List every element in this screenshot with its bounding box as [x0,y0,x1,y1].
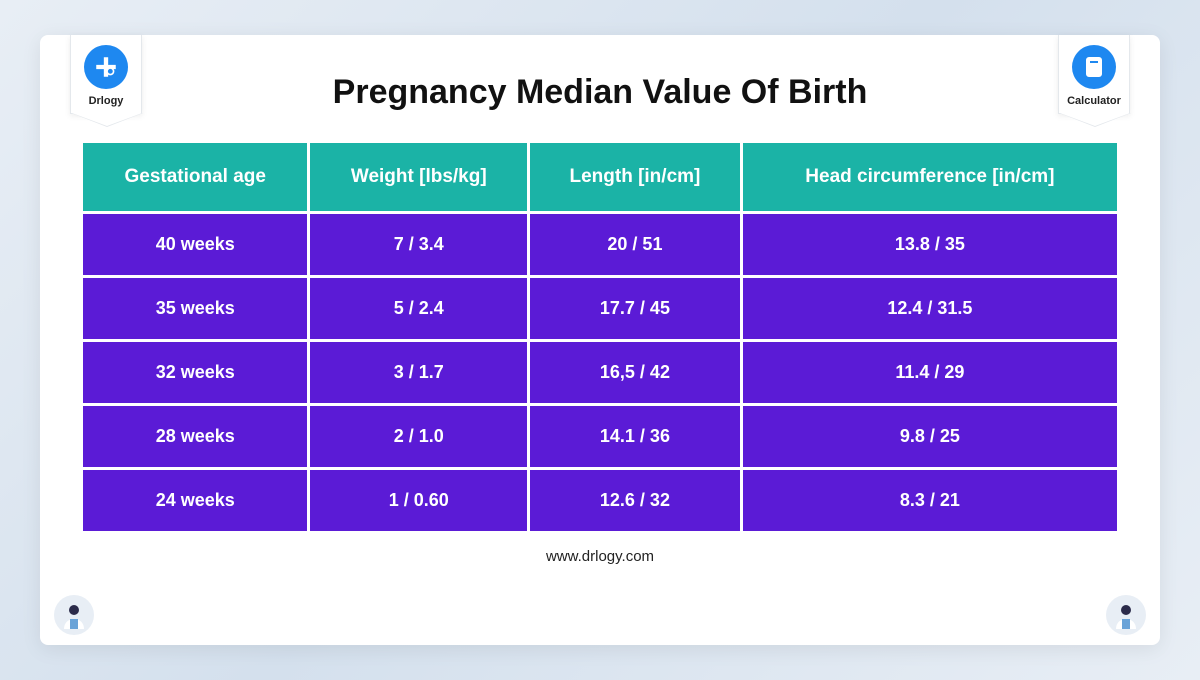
cell-gestational-age: 24 weeks [83,470,307,531]
brand-badge-right-label: Calculator [1063,95,1125,107]
table-row: 40 weeks 7 / 3.4 20 / 51 13.8 / 35 [83,214,1117,275]
page-title: Pregnancy Median Value Of Birth [80,73,1120,112]
cell-weight: 2 / 1.0 [310,406,527,467]
avatar-icon [54,595,94,635]
avatar-icon [1106,595,1146,635]
table-row: 35 weeks 5 / 2.4 17.7 / 45 12.4 / 31.5 [83,278,1117,339]
cell-head-circ: 9.8 / 25 [743,406,1117,467]
cell-gestational-age: 40 weeks [83,214,307,275]
col-head-circumference: Head circumference [in/cm] [743,143,1117,211]
table-row: 24 weeks 1 / 0.60 12.6 / 32 8.3 / 21 [83,470,1117,531]
cell-length: 14.1 / 36 [530,406,740,467]
col-weight: Weight [lbs/kg] [310,143,527,211]
median-values-table: Gestational age Weight [lbs/kg] Length [… [80,140,1120,534]
cell-length: 17.7 / 45 [530,278,740,339]
calculator-icon [1072,45,1116,89]
cell-gestational-age: 32 weeks [83,342,307,403]
table-header-row: Gestational age Weight [lbs/kg] Length [… [83,143,1117,211]
cell-gestational-age: 35 weeks [83,278,307,339]
col-length: Length [in/cm] [530,143,740,211]
cell-length: 20 / 51 [530,214,740,275]
medical-plus-icon [84,45,128,89]
cell-weight: 1 / 0.60 [310,470,527,531]
table-row: 28 weeks 2 / 1.0 14.1 / 36 9.8 / 25 [83,406,1117,467]
info-card: Drlogy Calculator Pregnancy Median Value… [40,35,1160,645]
brand-badge-left-label: Drlogy [75,95,137,107]
brand-badge-left: Drlogy [70,35,142,114]
cell-head-circ: 12.4 / 31.5 [743,278,1117,339]
cell-weight: 7 / 3.4 [310,214,527,275]
badge-chevron-icon [71,113,143,127]
cell-gestational-age: 28 weeks [83,406,307,467]
cell-head-circ: 11.4 / 29 [743,342,1117,403]
cell-head-circ: 13.8 / 35 [743,214,1117,275]
badge-chevron-icon [1059,113,1131,127]
footer-url: www.drlogy.com [80,548,1120,565]
brand-badge-right: Calculator [1058,35,1130,114]
cell-weight: 5 / 2.4 [310,278,527,339]
cell-weight: 3 / 1.7 [310,342,527,403]
col-gestational-age: Gestational age [83,143,307,211]
cell-head-circ: 8.3 / 21 [743,470,1117,531]
cell-length: 12.6 / 32 [530,470,740,531]
table-row: 32 weeks 3 / 1.7 16,5 / 42 11.4 / 29 [83,342,1117,403]
cell-length: 16,5 / 42 [530,342,740,403]
